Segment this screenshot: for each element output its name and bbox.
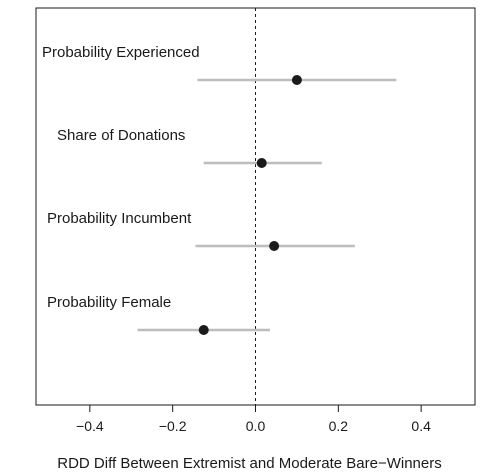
point-estimate — [269, 241, 280, 251]
x-tick-label: 0.4 — [411, 418, 431, 434]
point-estimate — [291, 75, 302, 85]
x-axis: −0.4 −0.2 0.0 0.2 0.4 — [76, 405, 431, 434]
point-estimate — [256, 158, 267, 168]
series-label: Probability Female — [47, 294, 171, 311]
x-tick-label: 0.0 — [246, 418, 266, 434]
x-tick-label: 0.2 — [329, 418, 349, 434]
point-estimate — [198, 325, 209, 335]
x-axis-label: RDD Diff Between Extremist and Moderate … — [57, 455, 441, 472]
x-tick-label: −0.2 — [159, 418, 187, 434]
x-tick-label: −0.4 — [76, 418, 104, 434]
estimates: Probability Experienced Share of Donation… — [42, 44, 397, 335]
series-label: Share of Donations — [57, 127, 185, 144]
series-label: Probability Incumbent — [47, 210, 192, 227]
series-label: Probability Experienced — [42, 44, 200, 61]
